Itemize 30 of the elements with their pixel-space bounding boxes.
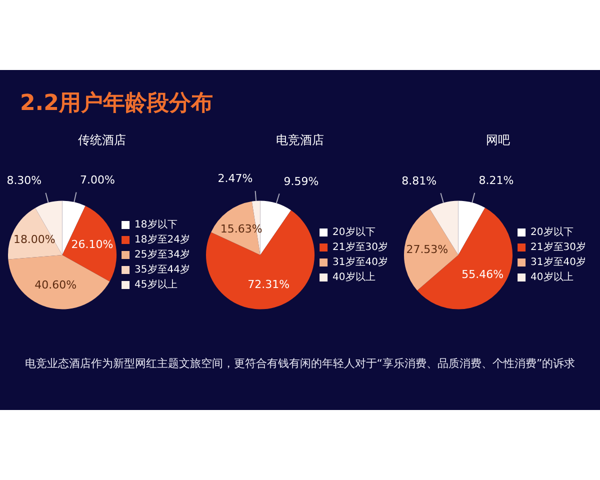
legend-label: 20岁以下 <box>530 226 574 238</box>
legend-label: 20岁以下 <box>332 226 376 238</box>
legend-label: 45岁以上 <box>134 278 178 291</box>
data-label: 18.00% <box>13 233 56 246</box>
chart-title: 2.2用户年龄段分布 <box>20 90 213 118</box>
legend-label: 18岁以下 <box>134 218 178 231</box>
chart-subtitle: 网吧 <box>485 132 511 149</box>
data-label: 8.81% <box>402 174 437 188</box>
text: 电竞业态酒店作为新型网红主题文旅空间，更符合有钱有闲的年轻人对于“享乐消费、品质消费、个性消费”的诉求 <box>24 356 576 371</box>
legend-label: 25岁至34岁 <box>134 248 190 261</box>
legend-label: 40岁以上 <box>530 271 574 284</box>
data-label: 2.47% <box>218 172 253 185</box>
data-label: 8.21% <box>478 174 514 187</box>
legend-label: 40岁以上 <box>332 271 376 284</box>
chart-subtitle: 传统酒店 <box>77 132 127 149</box>
data-label: 7.00% <box>80 173 115 186</box>
legend-label: 31岁至40岁 <box>530 256 586 268</box>
data-label: 55.46% <box>462 268 504 281</box>
data-label: 8.30% <box>6 174 42 188</box>
legend-label: 35岁至44岁 <box>134 264 190 276</box>
data-label: 27.53% <box>406 243 448 256</box>
data-label: 26.10% <box>71 238 114 252</box>
legend-label: 21岁至30岁 <box>332 241 388 254</box>
legend-label: 21岁至30岁 <box>530 241 586 254</box>
chart-subtitle: 电竞酒店 <box>275 132 325 149</box>
data-label: 9.59% <box>284 174 319 188</box>
data-label: 40.60% <box>34 278 77 292</box>
data-label: 72.31% <box>248 278 290 292</box>
legend-label: 31岁至40岁 <box>332 256 388 268</box>
legend-label: 18岁至24岁 <box>134 234 190 246</box>
